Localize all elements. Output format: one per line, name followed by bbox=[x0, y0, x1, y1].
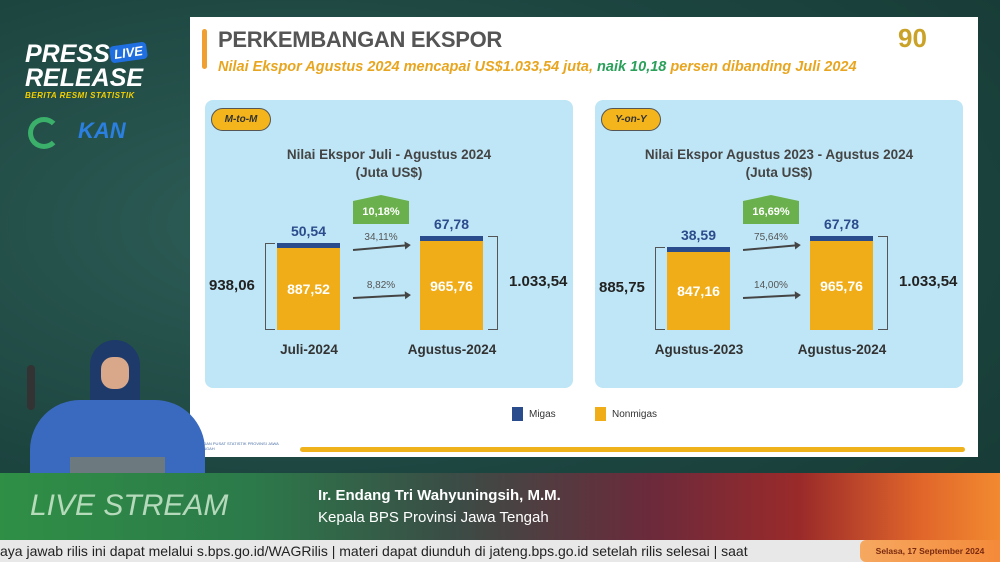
subtitle-growth: naik 10,18 bbox=[597, 59, 667, 75]
speaker-name: Ir. Endang Tri Wahyuningsih, M.M. bbox=[318, 487, 561, 504]
chart-panel-m-to-m: M-to-M Nilai Ekspor Juli - Agustus 2024 (J… bbox=[205, 100, 573, 388]
bar-migas bbox=[810, 236, 873, 242]
growth-nonmigas-label: 14,00% bbox=[754, 280, 788, 291]
growth-migas-label: 75,64% bbox=[754, 232, 788, 243]
chart-panel-y-on-y: Y-on-Y Nilai Ekspor Agustus 2023 - Agustu… bbox=[595, 100, 963, 388]
release-text: RELEASE bbox=[25, 64, 144, 92]
total-label: 885,75 bbox=[599, 278, 645, 296]
news-ticker: aya jawab rilis ini dapat melalui s.bps.… bbox=[0, 540, 1000, 562]
chart-unit: (Juta US$) bbox=[745, 165, 813, 180]
slide-subtitle: Nilai Ekspor Agustus 2024 mencapai US$1.… bbox=[218, 59, 857, 75]
total-bracket bbox=[655, 247, 665, 330]
x-tick-label: Juli-2024 bbox=[280, 342, 338, 357]
kan-logo: KAN bbox=[78, 118, 126, 143]
chart-unit: (Juta US$) bbox=[355, 165, 423, 180]
press-text: PRESS bbox=[25, 40, 110, 68]
live-stream-label: LIVE STREAM bbox=[30, 489, 229, 522]
microphone-icon bbox=[27, 365, 35, 410]
growth-migas-label: 34,11% bbox=[364, 232, 398, 243]
legend-migas: Migas bbox=[512, 407, 556, 421]
bar-nonmigas: 965,76 bbox=[810, 241, 873, 330]
lower-third: LIVE STREAM Ir. Endang Tri Wahyuningsih,… bbox=[0, 473, 1000, 540]
bar-migas bbox=[277, 243, 340, 249]
bar-nonmigas: 847,16 bbox=[667, 252, 730, 330]
x-tick-label: Agustus-2023 bbox=[654, 342, 744, 357]
presentation-slide: PERKEMBANGAN EKSPOR Nilai Ekspor Agustus… bbox=[190, 17, 978, 457]
presenter-face bbox=[101, 357, 129, 389]
legend-swatch bbox=[512, 407, 523, 421]
bps-anniversary-logo: 90 bbox=[898, 23, 927, 53]
bar-migas bbox=[420, 236, 483, 242]
bar-nonmigas: 887,52 bbox=[277, 248, 340, 330]
arrow-icon bbox=[352, 244, 409, 251]
bps-footer-logo: BADAN PUSAT STATISTIK PROVINSI JAWA TENG… bbox=[198, 441, 279, 451]
growth-total-badge: 16,69% bbox=[743, 195, 799, 224]
press-release-logo: PRESS RELEASE BERITA RESMI STATISTIK bbox=[25, 42, 143, 102]
total-label: 1.033,54 bbox=[899, 273, 958, 291]
migas-label: 38,59 bbox=[680, 227, 717, 244]
total-label: 938,06 bbox=[209, 276, 255, 294]
period-badge: Y-on-Y bbox=[601, 108, 661, 131]
zi-logo bbox=[28, 117, 60, 149]
legend-label: Migas bbox=[529, 408, 556, 420]
total-bracket bbox=[265, 243, 275, 330]
migas-label: 67,78 bbox=[823, 216, 860, 233]
date-badge: Selasa, 17 September 2024 bbox=[860, 540, 1000, 562]
subtitle-part: Nilai Ekspor Agustus 2024 mencapai US$1.… bbox=[218, 59, 598, 75]
presenter-video bbox=[15, 335, 215, 507]
x-tick-label: Agustus-2024 bbox=[797, 342, 887, 357]
period-badge: M-to-M bbox=[211, 108, 271, 131]
x-tick-label: Agustus-2024 bbox=[407, 342, 497, 357]
total-bracket bbox=[878, 236, 888, 330]
migas-label: 50,54 bbox=[290, 223, 327, 240]
tagline: BERITA RESMI STATISTIK bbox=[25, 91, 135, 100]
migas-label: 67,78 bbox=[433, 216, 470, 233]
subtitle-part: persen dibanding Juli 2024 bbox=[666, 59, 857, 75]
bar-migas bbox=[667, 247, 730, 253]
bar-nonmigas: 965,76 bbox=[420, 241, 483, 330]
chart-title: Nilai Ekspor Juli - Agustus 2024 bbox=[286, 147, 492, 162]
title-accent bbox=[202, 29, 207, 69]
legend-nonmigas: Nonmigas bbox=[595, 407, 657, 421]
speaker-role: Kepala BPS Provinsi Jawa Tengah bbox=[318, 509, 549, 526]
footer-line bbox=[300, 447, 965, 452]
arrow-icon bbox=[742, 244, 799, 251]
legend-swatch bbox=[595, 407, 606, 421]
growth-total-badge: 10,18% bbox=[353, 195, 409, 224]
chart-title: Nilai Ekspor Agustus 2023 - Agustus 2024 bbox=[644, 147, 914, 162]
total-label: 1.033,54 bbox=[509, 273, 568, 291]
slide-title: PERKEMBANGAN EKSPOR bbox=[218, 27, 502, 52]
arrow-icon bbox=[352, 294, 409, 299]
legend-label: Nonmigas bbox=[612, 408, 658, 420]
total-bracket bbox=[488, 236, 498, 330]
arrow-icon bbox=[742, 294, 799, 299]
growth-nonmigas-label: 8,82% bbox=[366, 280, 396, 291]
